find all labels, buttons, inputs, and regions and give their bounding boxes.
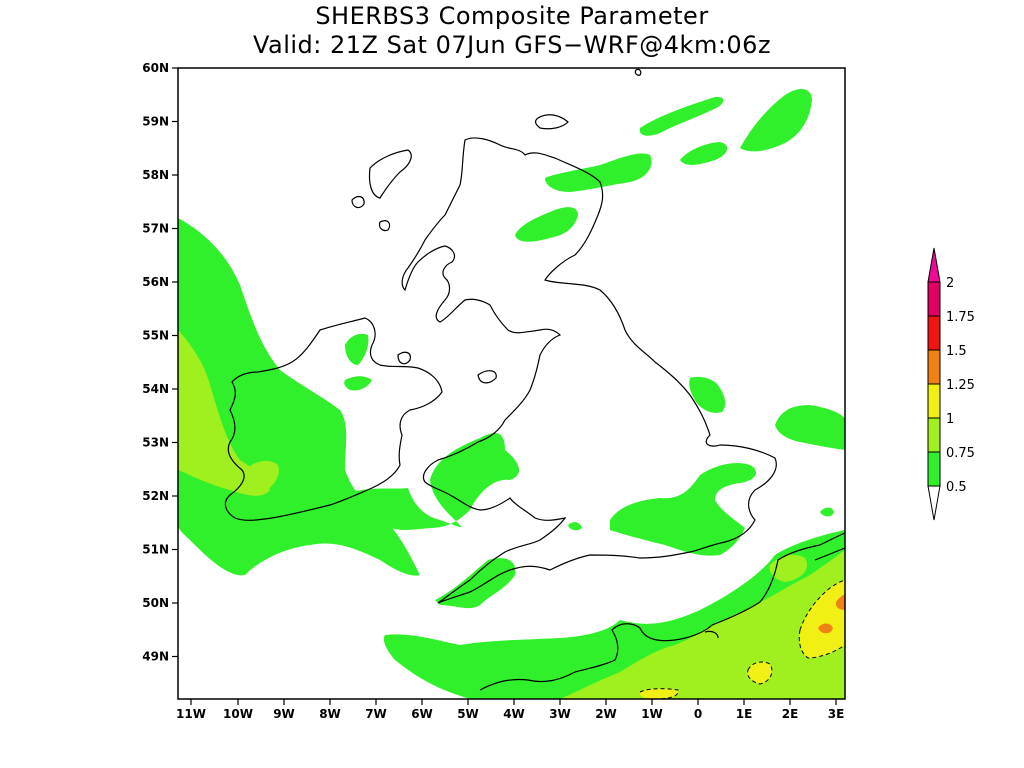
coastline-orkney [534, 114, 569, 130]
map-title: SHERBS3 Composite Parameter [315, 2, 709, 30]
lat-label: 54N [142, 382, 169, 396]
lon-label: 3W [549, 707, 571, 721]
contour-lightgreen-west [178, 330, 270, 496]
contour-yellow-south [747, 662, 772, 684]
lon-label: 1W [641, 707, 663, 721]
contour-green-north-2 [680, 142, 728, 165]
contour-green-north-1 [639, 96, 724, 136]
contour-lightgreen-channel-small [769, 554, 808, 582]
lat-label: 55N [142, 329, 169, 343]
colorbar-label: 1.25 [946, 378, 975, 393]
lat-label: 58N [142, 168, 169, 182]
lat-label: 57N [142, 222, 169, 236]
colorbar-segment [927, 315, 941, 351]
map-subtitle: Valid: 21Z Sat 07Jun GFS−WRF@4km:06z [252, 31, 772, 59]
coastline-isle-of-man [397, 351, 411, 365]
colorbar-label: 1.5 [946, 344, 967, 359]
lon-label: 3E [828, 707, 845, 721]
contour-green-channel [435, 558, 516, 609]
contour-yellow-east [799, 580, 845, 658]
lon-label: 4W [503, 707, 525, 721]
colorbar-top-arrow [927, 247, 941, 283]
contour-green-welsh-coast [568, 522, 582, 531]
contour-orange-2 [835, 594, 845, 610]
latitude-axis: 60N 59N 58N 57N 56N 55N 54N 53N 52N 51N 50N 49N [142, 61, 178, 664]
lat-label: 51N [142, 543, 169, 557]
coastline-hebrides [368, 149, 412, 199]
colorbar-label: 2 [946, 276, 954, 291]
coastline-continent [479, 532, 845, 691]
lon-label: 2E [782, 707, 799, 721]
colorbar-segment [927, 349, 941, 385]
colorbar-segment [927, 417, 941, 453]
contour-green-aberdeen [515, 207, 578, 242]
contour-green-lincolnshire [689, 376, 726, 413]
coastline-great-britain [401, 137, 777, 604]
lon-label: 9W [273, 707, 295, 721]
lon-label: 7W [365, 707, 387, 721]
colorbar-segment [927, 383, 941, 419]
lat-label: 59N [142, 115, 169, 129]
colorbar: 2 1.75 1.5 1.25 1 0.75 0.5 [927, 247, 975, 521]
contour-lightgreen-france [560, 550, 845, 699]
lon-label: 10W [223, 707, 253, 721]
contour-fills [178, 88, 845, 699]
contour-green-north-sea-east [775, 405, 845, 450]
coastlines [224, 68, 845, 691]
lon-label: 0 [694, 707, 702, 721]
colorbar-bottom-arrow [927, 485, 941, 521]
contour-orange-1 [818, 623, 833, 634]
contour-green-north-3 [740, 88, 812, 152]
lon-label: 1E [736, 707, 753, 721]
contour-green-n-ireland [345, 333, 369, 365]
colorbar-label: 1 [946, 412, 954, 427]
colorbar-segment [927, 281, 941, 317]
lat-label: 49N [142, 650, 169, 664]
lat-label: 50N [142, 596, 169, 610]
coastline-ireland [224, 317, 443, 521]
lat-label: 56N [142, 275, 169, 289]
contour-lightgreen-kerry [243, 460, 279, 495]
lon-label: 11W [176, 707, 206, 721]
lon-label: 6W [411, 707, 433, 721]
contour-green-moray [545, 153, 652, 192]
plot-frame [177, 67, 846, 700]
lon-label: 2W [595, 707, 617, 721]
lat-label: 53N [142, 436, 169, 450]
contour-yellow-south-2 [639, 688, 679, 699]
contour-green-east-anglia [610, 463, 756, 556]
lon-label: 8W [319, 707, 341, 721]
lat-label: 60N [142, 61, 169, 75]
contour-green-irish-sea [340, 433, 520, 530]
lon-label: 5W [457, 707, 479, 721]
contour-green-blob-small [820, 507, 834, 517]
lat-label: 52N [142, 489, 169, 503]
colorbar-label: 0.5 [946, 480, 967, 495]
contour-green-isle-of-man [344, 376, 372, 391]
colorbar-segment [927, 451, 941, 487]
colorbar-label: 1.75 [946, 310, 975, 325]
colorbar-label: 0.75 [946, 446, 975, 461]
longitude-axis: 11W 10W 9W 8W 7W 6W 5W 4W 3W 2W 1W 0 1E 2E 3E [176, 699, 844, 721]
